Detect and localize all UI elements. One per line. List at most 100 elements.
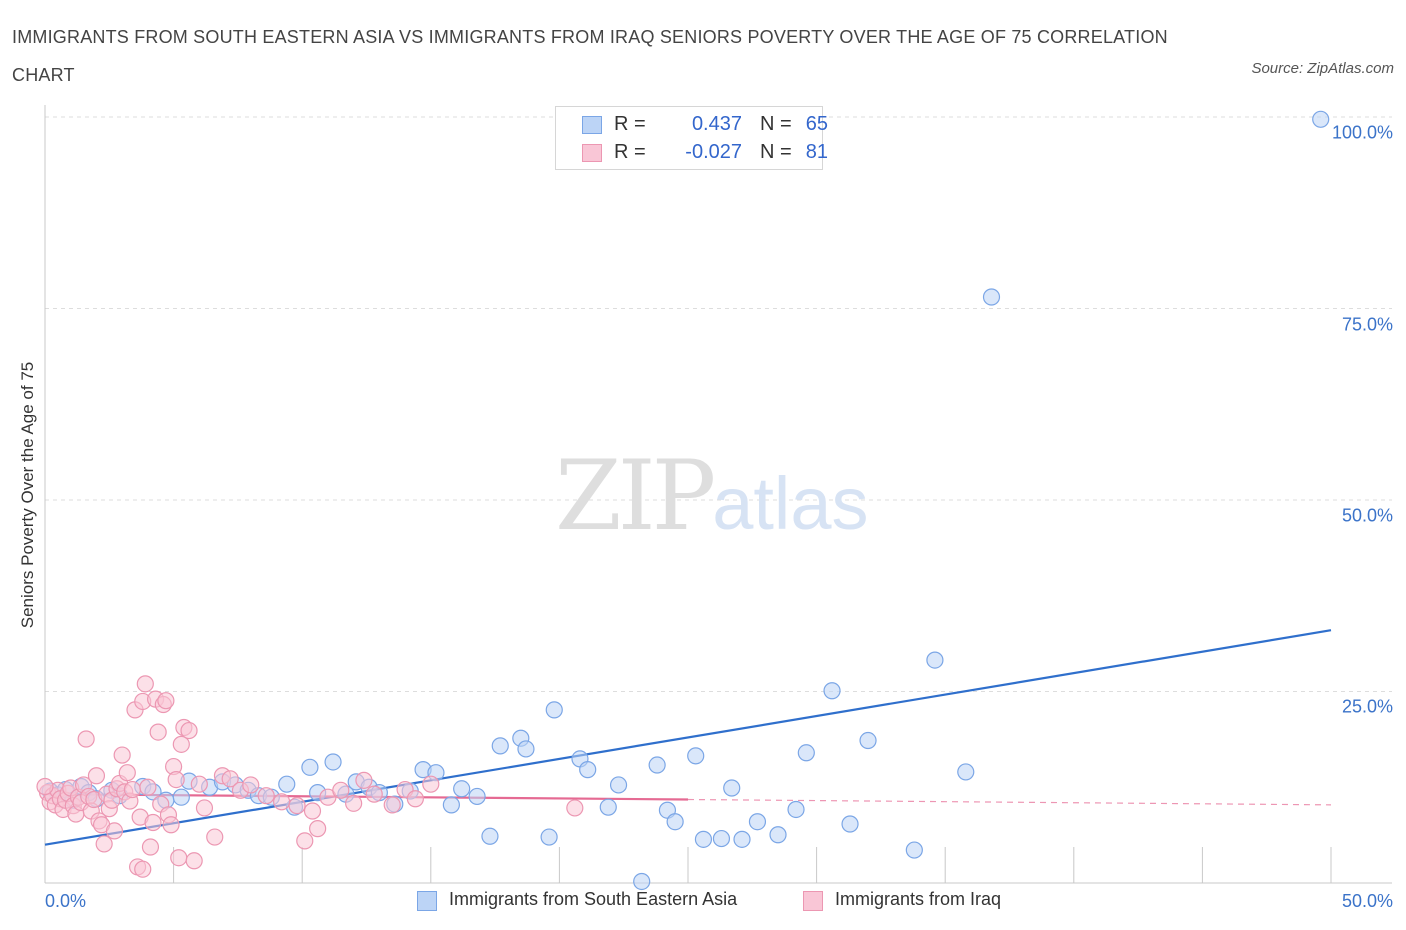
- legend-swatch-blue: [417, 891, 437, 911]
- point-iraq: [139, 778, 157, 796]
- r-value: 0.437: [691, 113, 742, 135]
- point-iraq: [77, 730, 95, 748]
- point-southeast-asia: [823, 682, 841, 700]
- trendline-southeast-asia: [44, 629, 1332, 846]
- watermark-zip: ZIP: [555, 440, 716, 552]
- point-southeast-asia: [648, 756, 666, 774]
- point-iraq: [141, 838, 160, 856]
- point-southeast-asia: [609, 776, 628, 794]
- point-iraq: [144, 813, 162, 832]
- point-iraq: [422, 775, 440, 793]
- legend-swatch-blue: [582, 116, 602, 134]
- point-iraq: [136, 675, 154, 693]
- point-iraq: [309, 820, 327, 838]
- point-iraq: [221, 770, 239, 788]
- y-tick-label: 25.0%: [1341, 696, 1393, 717]
- point-southeast-asia: [723, 779, 741, 797]
- point-southeast-asia: [633, 872, 651, 891]
- point-southeast-asia: [905, 841, 923, 859]
- n-label: N =: [760, 141, 792, 163]
- point-southeast-asia: [859, 731, 877, 750]
- point-southeast-asia: [926, 651, 944, 669]
- point-southeast-asia: [540, 828, 558, 846]
- point-southeast-asia: [733, 830, 751, 848]
- point-iraq: [157, 692, 175, 710]
- point-iraq: [113, 746, 131, 764]
- grid-lines: [45, 116, 1392, 692]
- legend-label: Immigrants from South Eastern Asia: [449, 889, 738, 909]
- point-southeast-asia: [787, 800, 805, 819]
- point-iraq: [180, 721, 198, 740]
- axes: [44, 105, 1392, 884]
- point-iraq: [566, 799, 584, 817]
- point-southeast-asia: [599, 798, 617, 816]
- point-southeast-asia: [442, 796, 460, 814]
- point-southeast-asia: [172, 788, 190, 806]
- point-iraq: [206, 828, 224, 846]
- point-southeast-asia: [545, 701, 563, 719]
- point-iraq: [95, 835, 113, 853]
- y-tick-label: 50.0%: [1341, 505, 1393, 526]
- point-southeast-asia: [468, 787, 486, 806]
- point-iraq: [149, 723, 167, 741]
- r-label: R =: [614, 113, 646, 135]
- point-iraq: [332, 781, 350, 799]
- point-iraq: [134, 860, 152, 878]
- n-value: 65: [805, 113, 828, 135]
- x-tick-label-right: 50.0%: [1341, 891, 1393, 911]
- point-iraq: [242, 776, 260, 794]
- data-points: [36, 110, 1330, 891]
- point-iraq: [288, 797, 306, 815]
- correlation-legend: R = 0.437 N = 65 R = -0.027 N = 81: [555, 106, 828, 170]
- point-iraq: [105, 822, 124, 840]
- point-iraq: [355, 771, 373, 789]
- point-iraq: [185, 852, 203, 870]
- trendline-iraq-extension: [687, 798, 1332, 806]
- point-southeast-asia: [841, 815, 859, 833]
- point-iraq: [36, 777, 54, 796]
- chart-title: IMMIGRANTS FROM SOUTH EASTERN ASIA VS IM…: [12, 27, 1168, 85]
- point-iraq: [87, 767, 106, 785]
- n-label: N =: [760, 113, 792, 135]
- point-southeast-asia: [957, 763, 975, 781]
- legend-swatch-pink: [582, 144, 602, 162]
- point-iraq: [172, 735, 190, 753]
- source-label: Source: ZipAtlas.com: [1251, 60, 1394, 77]
- point-iraq: [383, 796, 401, 814]
- point-iraq: [123, 780, 142, 799]
- x-tick-label-left: 0.0%: [45, 891, 87, 911]
- point-iraq: [257, 787, 275, 805]
- point-iraq: [365, 785, 383, 803]
- point-iraq: [303, 802, 322, 820]
- y-tick-label: 100.0%: [1331, 122, 1393, 143]
- watermark-atlas: atlas: [712, 462, 869, 545]
- point-southeast-asia: [748, 813, 767, 831]
- legend-label: Immigrants from Iraq: [835, 889, 1002, 909]
- point-southeast-asia: [453, 780, 471, 798]
- y-tick-label: 75.0%: [1341, 314, 1393, 335]
- point-iraq: [162, 816, 180, 834]
- point-southeast-asia: [694, 830, 713, 848]
- point-southeast-asia: [712, 829, 731, 848]
- point-iraq: [273, 793, 291, 811]
- point-southeast-asia: [982, 288, 1001, 306]
- point-iraq: [296, 832, 314, 850]
- r-label: R =: [614, 141, 646, 163]
- watermark: ZIPatlas: [555, 440, 869, 552]
- legend-swatch-pink: [803, 891, 823, 911]
- point-iraq: [170, 849, 188, 867]
- point-iraq: [190, 775, 208, 793]
- point-southeast-asia: [579, 761, 597, 779]
- n-value: 81: [805, 141, 828, 163]
- point-southeast-asia: [797, 744, 815, 762]
- point-iraq: [345, 794, 363, 812]
- point-iraq: [406, 790, 424, 808]
- trend-lines: [44, 629, 1332, 846]
- point-iraq: [167, 770, 185, 789]
- point-southeast-asia: [481, 827, 499, 845]
- point-southeast-asia: [301, 758, 319, 776]
- point-southeast-asia: [278, 775, 296, 793]
- point-iraq: [195, 799, 214, 817]
- point-southeast-asia: [1312, 110, 1330, 128]
